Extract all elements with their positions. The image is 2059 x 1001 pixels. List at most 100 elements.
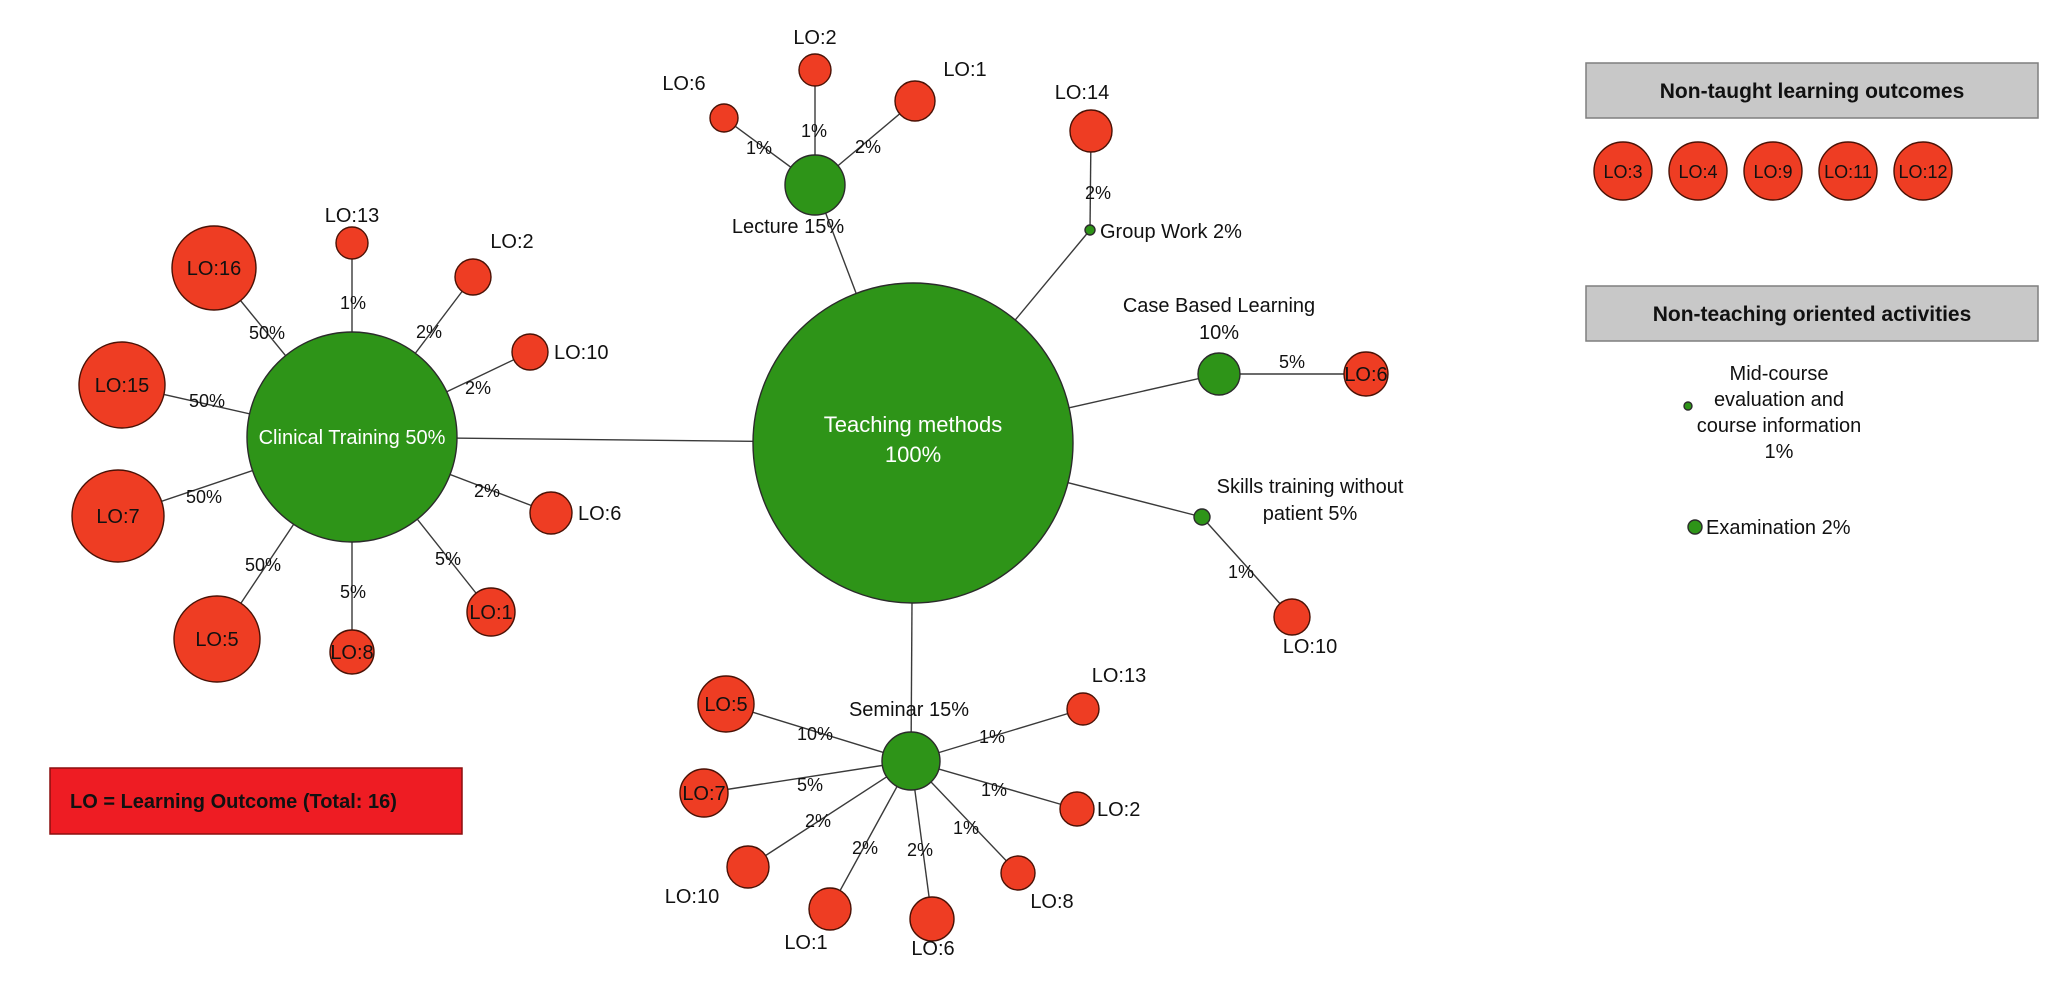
non-teaching-header	[1585, 285, 2039, 342]
edge-weight-label: 5%	[435, 549, 461, 569]
edge-weight-label: 50%	[245, 555, 281, 575]
lo-label: LO:7	[682, 783, 725, 805]
node-lo5-seminar	[697, 675, 755, 733]
lo-label: LO:16	[187, 258, 241, 280]
node-examination-dot	[1687, 519, 1703, 535]
node-clinical-training	[246, 331, 458, 543]
lo-label: LO:5	[704, 694, 747, 716]
teaching-methods-pct: 100%	[885, 442, 941, 467]
node-lo15-clinical	[78, 341, 166, 429]
node-lo6-case	[1343, 351, 1389, 397]
edge	[703, 760, 912, 794]
edge-weight-label: 50%	[189, 391, 225, 411]
lo-label: LO:2	[490, 231, 533, 253]
edge-weight-label: 5%	[797, 775, 823, 795]
group-work-label: Group Work 2%	[1100, 221, 1242, 243]
edge-weight-label: 1%	[953, 818, 979, 838]
node-lo1-clinical	[466, 587, 516, 637]
node-lo2-clinical	[454, 258, 492, 296]
midcourse-label-line1: Mid-course	[1730, 363, 1829, 385]
edge-weight-label: 2%	[474, 481, 500, 501]
node-lo4-nontaught	[1668, 141, 1728, 201]
lo-label: LO:1	[943, 59, 986, 81]
lo-label: LO:6	[911, 938, 954, 960]
legend-box	[49, 767, 463, 835]
node-lo6-seminar	[909, 896, 955, 942]
midcourse-label-line2: evaluation and	[1714, 389, 1844, 411]
edge-weight-label: 2%	[465, 378, 491, 398]
lo-label: LO:7	[96, 506, 139, 528]
edge-weight-label: 1%	[801, 121, 827, 141]
edge	[747, 760, 912, 868]
node-lo7-seminar	[679, 768, 729, 818]
node-case-based-learning	[1197, 352, 1241, 396]
node-lo5-clinical	[173, 595, 261, 683]
node-lo6-clinical	[529, 491, 573, 535]
lo-label: LO:1	[784, 932, 827, 954]
lo-label: LO:6	[1344, 364, 1387, 386]
node-lo13-seminar	[1066, 692, 1100, 726]
node-lo11-nontaught	[1818, 141, 1878, 201]
lo-label: LO:2	[793, 27, 836, 49]
node-lo10-clinical	[511, 333, 549, 371]
case-based-label-line2: 10%	[1199, 322, 1239, 344]
lo-label: LO:9	[1753, 162, 1792, 182]
lo-label: LO:15	[95, 375, 149, 397]
edge-weight-label: 50%	[249, 323, 285, 343]
edge-weight-label: 10%	[797, 724, 833, 744]
lo-label: LO:3	[1603, 162, 1642, 182]
node-lo2-seminar	[1059, 791, 1095, 827]
midcourse-label-line4: 1%	[1765, 441, 1794, 463]
lo-label: LO:2	[1097, 799, 1140, 821]
edge-weight-label: 2%	[852, 838, 878, 858]
edge-weight-label: 2%	[805, 811, 831, 831]
node-lo14-groupwork	[1069, 109, 1113, 153]
edge	[725, 703, 912, 762]
non-taught-header	[1585, 62, 2039, 119]
edge-weight-label: 1%	[1228, 562, 1254, 582]
lo-label: LO:11	[1824, 162, 1872, 182]
edge-weight-label: 1%	[340, 293, 366, 313]
node-skills-training	[1193, 508, 1211, 526]
seminar-label: Seminar 15%	[849, 699, 969, 721]
lecture-label: Lecture 15%	[732, 216, 845, 238]
edge-weight-label: 2%	[855, 137, 881, 157]
lo-label: LO:1	[469, 602, 512, 624]
edge-weight-label: 2%	[907, 840, 933, 860]
lo-label: LO:10	[665, 886, 719, 908]
node-lo9-nontaught	[1743, 141, 1803, 201]
midcourse-label-line3: course information	[1697, 415, 1862, 437]
case-based-label-line1: Case Based Learning	[1123, 295, 1315, 317]
edge-weight-label: 50%	[186, 487, 222, 507]
node-lo8-clinical	[329, 629, 375, 675]
edge-weight-label: 2%	[416, 322, 442, 342]
lo-label: LO:6	[662, 73, 705, 95]
lo-label: LO:8	[330, 642, 373, 664]
edge-weight-label: 5%	[1279, 352, 1305, 372]
lo-label: LO:13	[1092, 665, 1146, 687]
node-lo1-seminar	[808, 887, 852, 931]
node-lo10-skills	[1273, 598, 1311, 636]
lo-label: LO:12	[1898, 162, 1947, 182]
lo-label: LO:10	[1283, 636, 1337, 658]
node-teaching-methods	[752, 282, 1074, 604]
node-lo10-seminar	[726, 845, 770, 889]
node-lo2-lecture	[798, 53, 832, 87]
lo-label: LO:13	[325, 205, 379, 227]
lo-label: LO:10	[554, 342, 608, 364]
edge-weight-label: 2%	[1085, 183, 1111, 203]
node-midcourse-dot	[1683, 401, 1693, 411]
node-lo1-lecture	[894, 80, 936, 122]
examination-label: Examination 2%	[1706, 517, 1851, 539]
lo-label: LO:6	[578, 503, 621, 525]
edge-weight-label: 1%	[979, 727, 1005, 747]
lo-label: LO:14	[1055, 82, 1109, 104]
skills-label-line1: Skills training without	[1217, 476, 1404, 498]
clinical-training-label: Clinical Training 50%	[259, 427, 446, 449]
legend-text: LO = Learning Outcome (Total: 16)	[70, 791, 397, 813]
lo-label: LO:5	[195, 629, 238, 651]
node-lo12-nontaught	[1893, 141, 1953, 201]
non-taught-title: Non-taught learning outcomes	[1660, 80, 1965, 103]
edge-weight-label: 1%	[746, 138, 772, 158]
